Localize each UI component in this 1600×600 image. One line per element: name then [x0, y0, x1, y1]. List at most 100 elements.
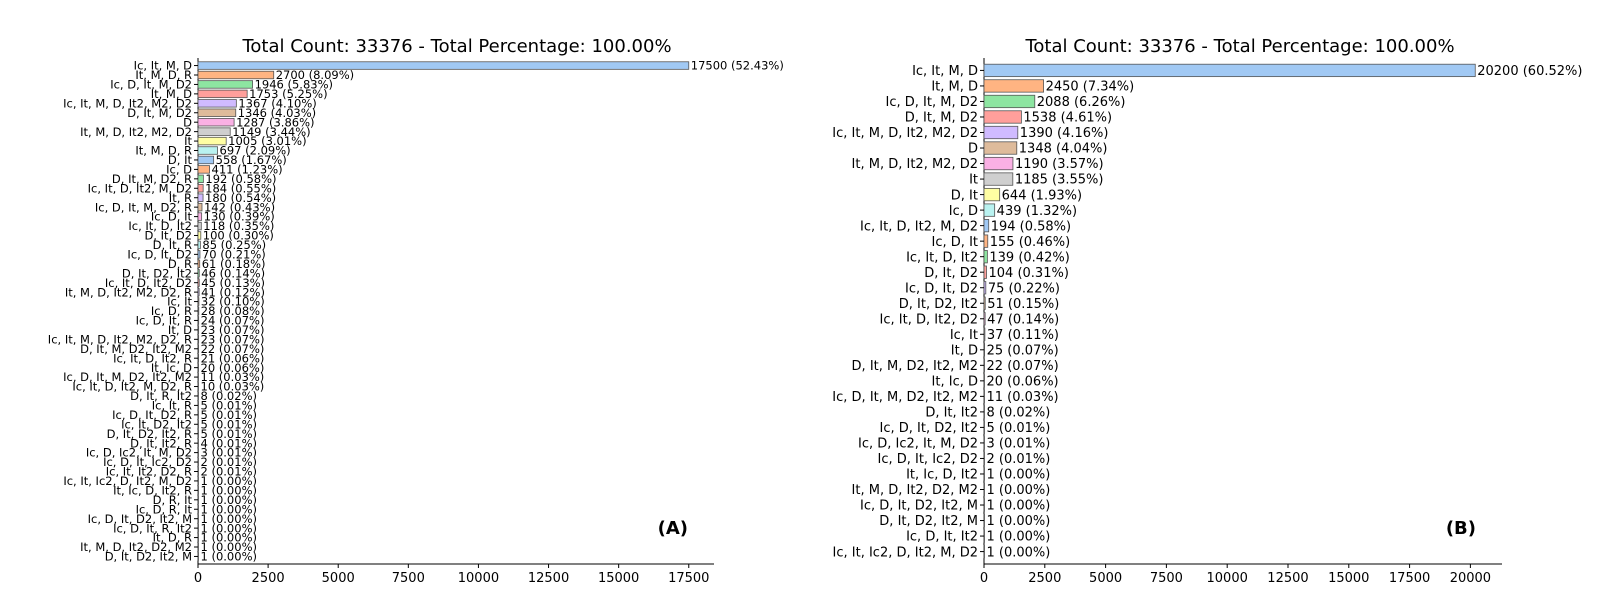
chart-a-bar: [197, 410, 199, 420]
chart-a-category-label: D, It, R, It2: [130, 389, 192, 403]
chart-b-category-label: Ic, D, It, M, D2: [886, 95, 978, 110]
chart-b-value-label: 25 (0.07%): [987, 343, 1059, 358]
chart-b-value-label: 3 (0.01%): [987, 437, 1051, 452]
chart-b-category-label: It, Ic, D, It2: [906, 468, 978, 483]
chart-b-category-label: Ic, D, It, D2, It2: [880, 421, 978, 436]
chart-a-value-label: 32 (0.10%): [201, 295, 265, 309]
chart-b-value-label: 1 (0.00%): [987, 545, 1051, 560]
chart-a-category-label: Ic, D, It: [151, 210, 193, 224]
chart-b-bar: [983, 187, 1001, 202]
panel-a: Total Count: 33376 - Total Percentage: 1…: [48, 36, 784, 586]
chart-a-category-label: D, It, D2, It2: [122, 266, 192, 280]
chart-a-category-label: Ic, It, D, It2, D2: [105, 276, 192, 290]
chart-a-bar: [197, 382, 199, 391]
chart-a-x-tick-label: 0: [194, 571, 202, 586]
chart-b-category-label: Ic, D, Ic2, It, M, D2: [858, 437, 978, 452]
chart-a-bar: [197, 202, 203, 212]
chart-b-value-label: 139 (0.42%): [989, 250, 1069, 265]
chart-b-bar: [983, 343, 986, 357]
chart-a-category-label: Ic, D, It, M, D2: [110, 78, 192, 92]
chart-a-bar: [197, 542, 199, 552]
chart-b-bar: [983, 544, 985, 559]
chart-b-x-tick-label: 20000: [1450, 571, 1491, 586]
chart-a-bar: [197, 297, 200, 306]
chart-a-bar: [197, 486, 199, 495]
chart-a-category-label: D, It, R: [153, 238, 192, 252]
chart-a-value-label: 20 (0.06%): [201, 361, 265, 375]
chart-a-value-label: 1 (0.00%): [201, 493, 257, 507]
chart-b-bar: [983, 327, 986, 341]
chart-a-bar: [197, 505, 199, 514]
chart-b-value-label: 155 (0.46%): [990, 235, 1070, 250]
chart-b-x-tick-label: 17500: [1389, 571, 1430, 586]
chart-b-bar: [983, 172, 1014, 186]
chart-a-value-label: 3 (0.01%): [201, 446, 257, 460]
chart-a-category-label: It, M, D, It2, D2, M2: [80, 540, 192, 554]
chart-b-category-label: Ic, D, It, M, D2, It2, M2: [832, 390, 978, 405]
chart-a-category-label: D, It, D2, It2, M: [105, 550, 192, 564]
chart-b-value-label: 5 (0.01%): [987, 421, 1051, 436]
chart-a-category-label: Ic, D, R, It: [136, 502, 193, 516]
chart-a-bar: [197, 476, 199, 486]
chart-b-category-label: D, It: [951, 188, 978, 203]
chart-b-category-label: It, D: [951, 343, 978, 358]
chart-a-category-label: It, Ic, D, It2, R: [113, 484, 192, 498]
chart-a-bar: [197, 372, 199, 382]
chart-a-bar: [197, 495, 199, 504]
chart-b-value-label: 439 (1.32%): [997, 204, 1077, 219]
chart-a-value-label: 45 (0.13%): [201, 276, 265, 290]
chart-a-value-label: 100 (0.30%): [203, 229, 274, 243]
chart-b-bar: [983, 125, 1019, 140]
chart-b-value-label: 1348 (4.04%): [1019, 142, 1108, 157]
chart-a-category-label: D, It, D2: [144, 229, 192, 243]
chart-b-x-tick-label: 2500: [1028, 571, 1061, 586]
chart-b-category-label: Ic, It, D, It2: [906, 250, 978, 265]
chart-a-x-tick-label: 5000: [322, 571, 355, 586]
chart-a-bar: [197, 212, 203, 221]
chart-a-bar: [197, 391, 199, 401]
chart-a-value-label: 24 (0.07%): [201, 314, 265, 328]
chart-b-bar: [983, 436, 985, 450]
chart-a-category-label: It, D, R: [153, 531, 192, 545]
chart-a-category-label: Ic, D, It, M, D2, R: [95, 200, 192, 214]
chart-b-category-label: It, M, D: [931, 80, 978, 95]
chart-b-x-tick-label: 12500: [1267, 571, 1308, 586]
chart-b-value-label: 20200 (60.52%): [1477, 64, 1582, 79]
chart-a-value-label: 46 (0.14%): [201, 266, 265, 280]
chart-b-category-label: D: [968, 142, 978, 157]
chart-a-bar: [197, 344, 200, 353]
chart-a-value-label: 142 (0.43%): [204, 200, 275, 214]
chart-a-value-label: 130 (0.39%): [204, 210, 275, 224]
chart-b-bar: [983, 265, 987, 279]
chart-a-bar: [197, 316, 200, 325]
panel-b: Total Count: 33376 - Total Percentage: 1…: [832, 36, 1582, 586]
chart-b-category-label: Ic, D, It, D2, It2, M: [860, 499, 978, 514]
chart-b-bar: [983, 312, 986, 326]
chart-a-bar: [197, 278, 200, 287]
chart-b-bar: [983, 281, 987, 295]
chart-a-bar: [197, 99, 237, 108]
chart-b-value-label: 22 (0.07%): [987, 359, 1059, 374]
chart-b-category-label: It: [969, 173, 978, 188]
chart-b-value-label: 51 (0.15%): [987, 297, 1059, 312]
chart-a-category-label: Ic, D, It, M, D2, It2, M2: [63, 370, 192, 384]
chart-a-value-label: 22 (0.07%): [201, 342, 265, 356]
chart-a-bar: [197, 467, 199, 476]
chart-a-bar: [197, 448, 199, 457]
chart-a-bar: [197, 533, 199, 542]
chart-b-category-label: It, M, D, It2, D2, M2: [852, 483, 978, 498]
chart-a-bar: [197, 335, 200, 344]
chart-a-category-label: D, R: [168, 257, 192, 271]
chart-a-category-label: It, M, D, R: [135, 144, 192, 158]
chart-a-category-label: Ic, It, M, D, It2, M2, D2: [63, 96, 192, 110]
chart-a-value-label: 61 (0.18%): [202, 257, 266, 271]
chart-b-value-label: 47 (0.14%): [987, 312, 1059, 327]
chart-b-bar: [983, 203, 996, 217]
chart-a-bar: [197, 250, 201, 259]
chart-a-value-label: 1 (0.00%): [201, 531, 257, 545]
chart-b-bar: [983, 513, 985, 528]
chart-b-bar: [983, 234, 989, 248]
chart-a-category-label: D, It, M, D2: [127, 106, 192, 120]
chart-b-value-label: 37 (0.11%): [987, 328, 1059, 343]
chart-a-value-label: 2 (0.01%): [201, 465, 257, 479]
